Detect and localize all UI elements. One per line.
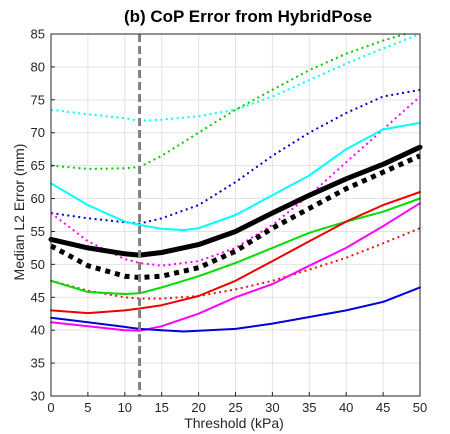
x-tick-label: 5	[84, 400, 91, 415]
series-line-10-solid	[50, 202, 421, 332]
y-tick-label: 85	[31, 27, 45, 42]
y-tick-label: 55	[31, 224, 45, 239]
x-tick-label: 50	[413, 400, 427, 415]
series-line-3-dotted	[50, 95, 421, 267]
x-axis-label: Threshold (kPa)	[184, 415, 284, 431]
x-tick-label: 35	[302, 400, 316, 415]
x-tick-label: 20	[191, 400, 205, 415]
series-line-1-dotted	[50, 33, 406, 170]
series-line-5-dotted	[49, 153, 422, 280]
x-ticks: 0 5 10 15 20 25 30 35 40 45 50	[47, 392, 427, 415]
x-tick-label: 0	[47, 400, 54, 415]
x-tick-label: 15	[154, 400, 168, 415]
x-tick-label: 10	[118, 400, 132, 415]
x-tick-label: 40	[339, 400, 353, 415]
y-tick-label: 80	[31, 59, 45, 74]
series-line-9-solid	[50, 191, 421, 315]
y-tick-label: 30	[31, 389, 45, 404]
series-line-7-solid	[48, 144, 423, 258]
chart-title: (b) CoP Error from HybridPose	[124, 7, 372, 26]
y-ticks: 30 35 40 45 50 55 60 65 70 75 80 85	[31, 27, 55, 404]
y-tick-label: 45	[31, 290, 45, 305]
y-tick-label: 75	[31, 92, 45, 107]
x-tick-label: 30	[265, 400, 279, 415]
series-line-4-dotted	[50, 227, 421, 300]
y-tick-label: 60	[31, 191, 45, 206]
series-line-6-solid	[50, 121, 421, 232]
y-tick-label: 40	[31, 323, 45, 338]
series-layer	[48, 33, 423, 333]
y-tick-label: 35	[31, 356, 45, 371]
y-axis-label: Median L2 Error (mm)	[11, 144, 27, 281]
y-tick-label: 50	[31, 257, 45, 272]
x-tick-label: 45	[376, 400, 390, 415]
series-line-8-solid	[50, 197, 421, 295]
y-tick-label: 65	[31, 158, 45, 173]
y-tick-label: 70	[31, 125, 45, 140]
x-tick-label: 25	[228, 400, 242, 415]
series-line-11-solid	[50, 286, 421, 333]
